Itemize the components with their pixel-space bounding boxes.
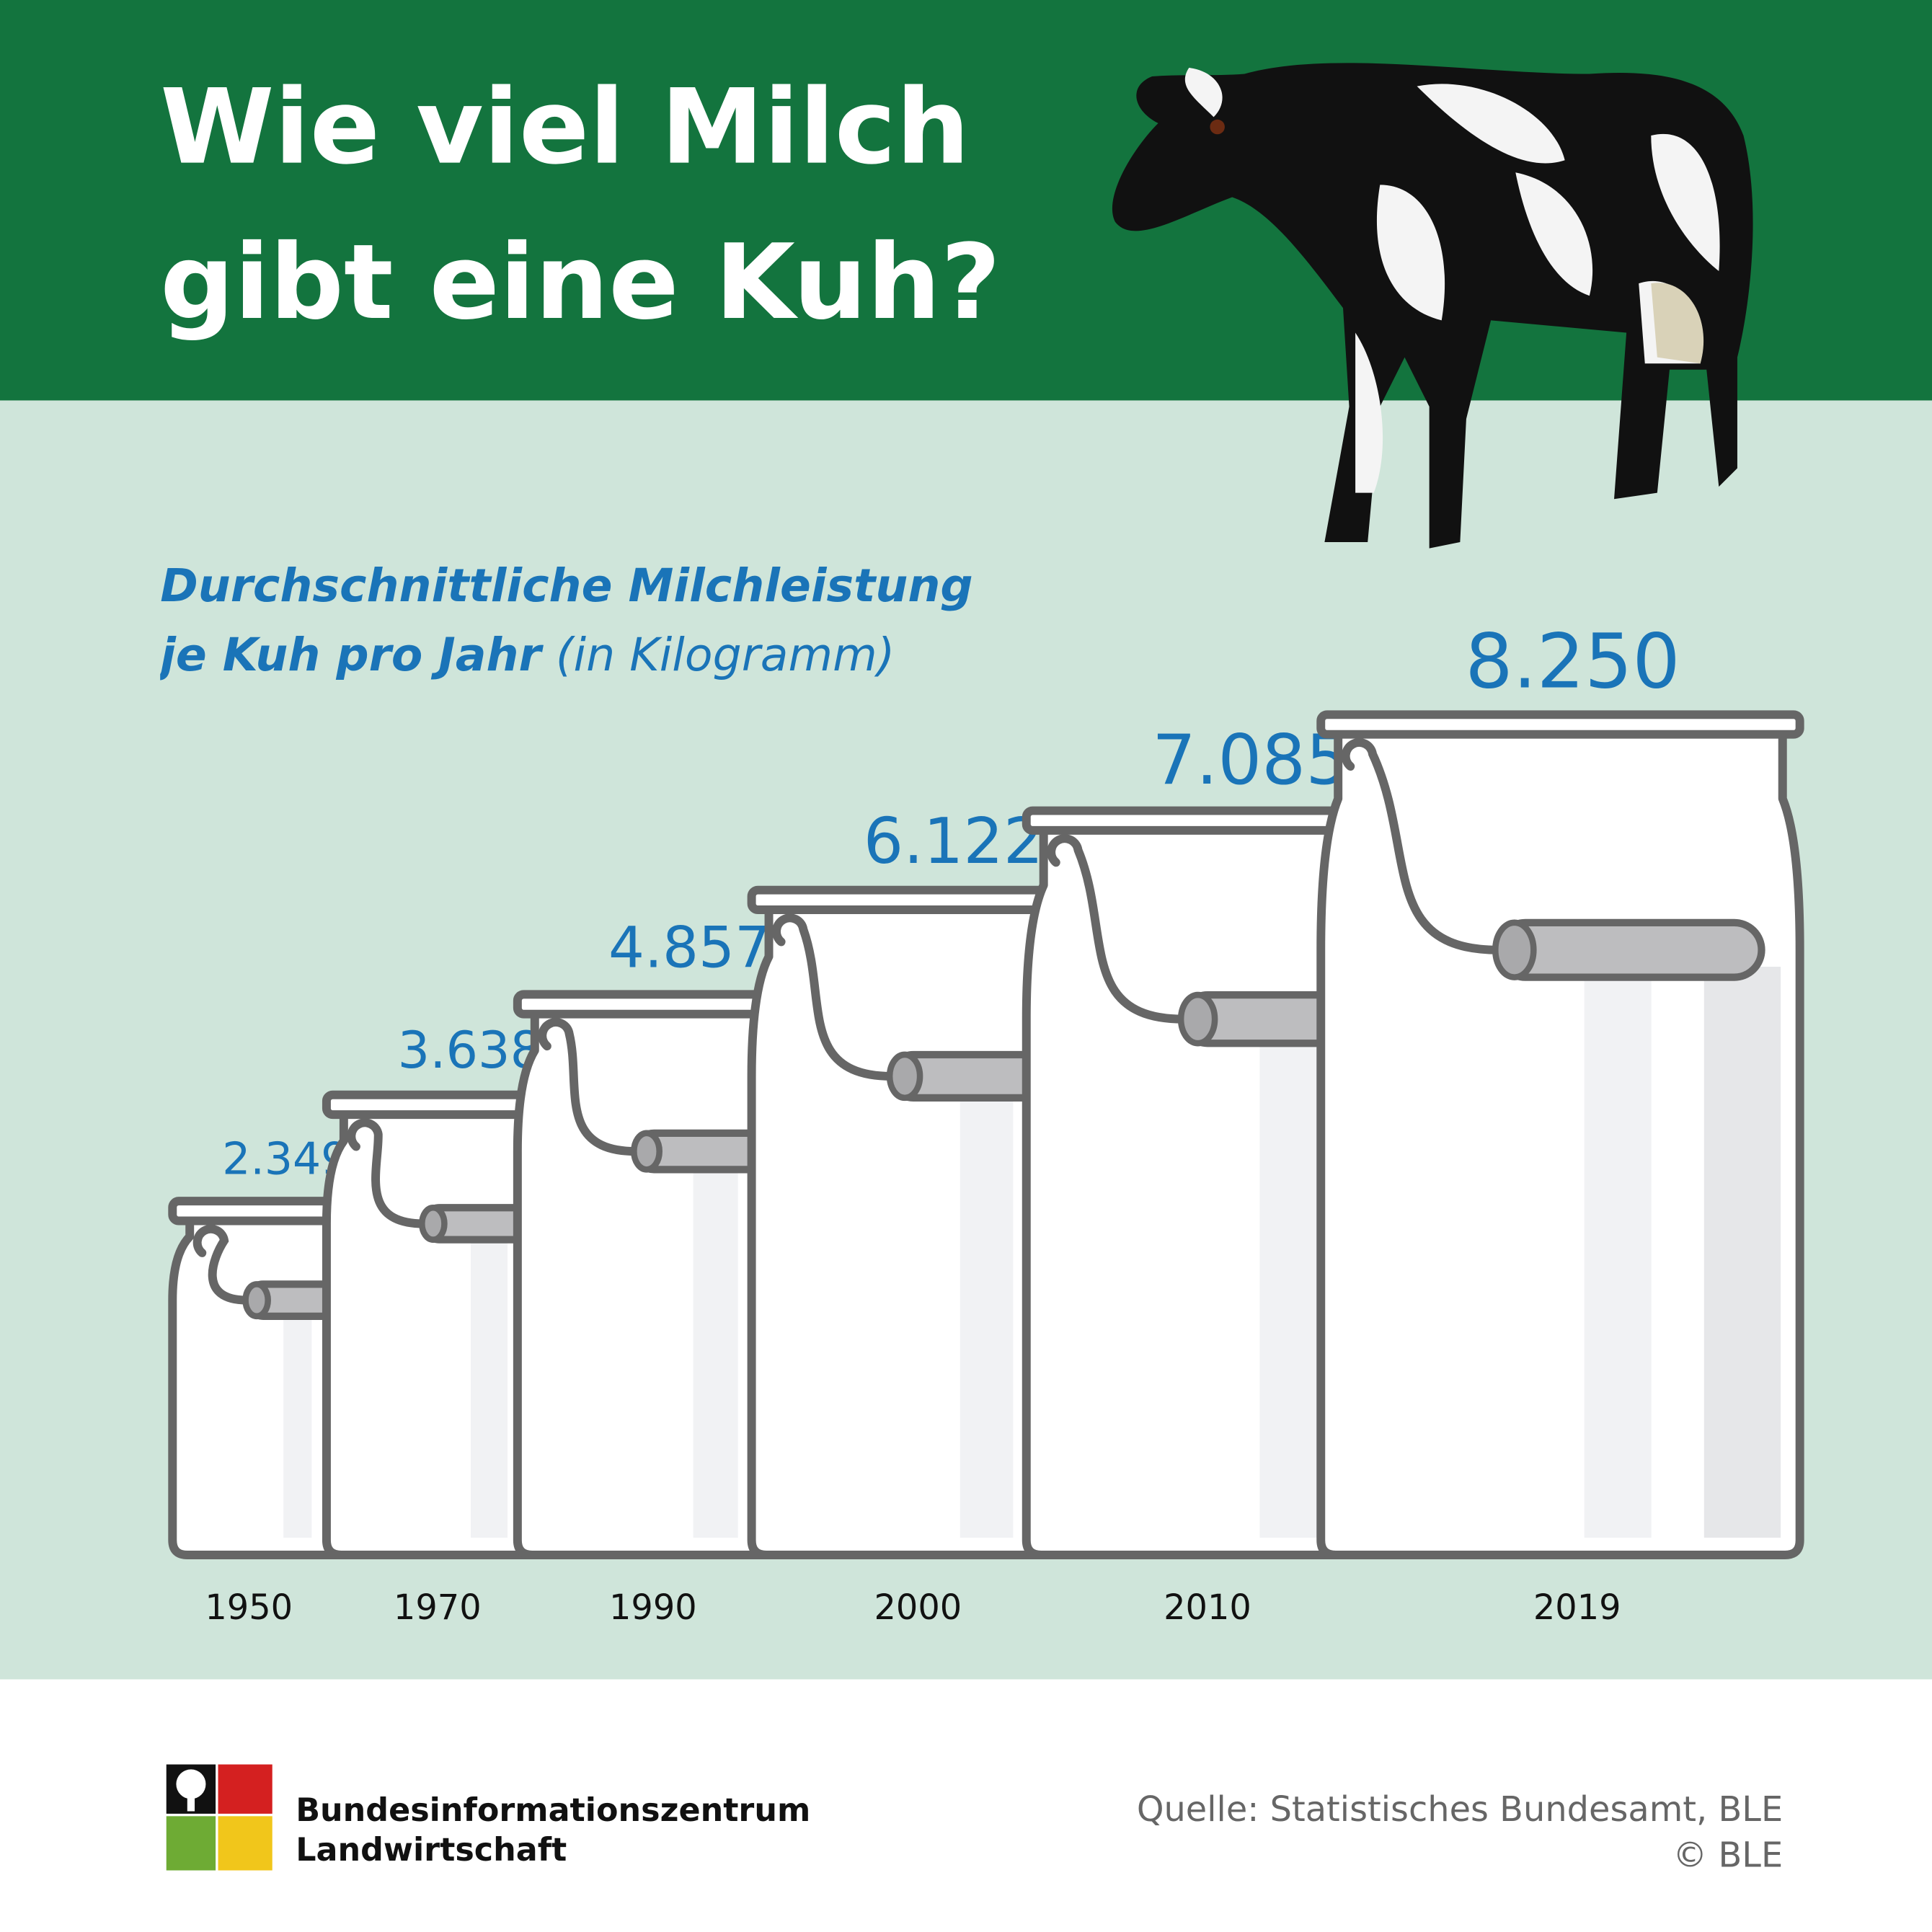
can-handle-end (1177, 991, 1218, 1047)
title-box: Wie viel Milch gibt eine Kuh? (160, 66, 1001, 343)
x-tick-label: 2019 (1533, 1588, 1621, 1628)
logo-text: Bundesinformationszentrum (296, 1792, 810, 1829)
logo-red-square (218, 1764, 272, 1814)
subtitle: Durchschnittliche Milchleistung je Kuh p… (160, 559, 973, 682)
chart-title: Wie viel Milch gibt eine Kuh? (160, 66, 1001, 343)
can-rim (1316, 710, 1804, 739)
can-handle (1341, 738, 1503, 954)
can-shade (283, 1307, 312, 1538)
logo-green-square (166, 1816, 216, 1871)
can-shade (960, 1089, 1014, 1538)
can-handle (538, 1018, 640, 1156)
cow-eye (1210, 119, 1225, 135)
logo: Bundesinformationszentrum Landwirtschaft (166, 1764, 810, 1871)
can-shade (1259, 1034, 1319, 1538)
logo-trunk (187, 1792, 195, 1812)
unit: (in Kilogramm) (555, 628, 895, 682)
x-tick-label: 1990 (609, 1588, 697, 1628)
can-handle-end (242, 1281, 271, 1320)
can-handle-end (886, 1051, 923, 1102)
x-tick-label: 2010 (1164, 1588, 1251, 1628)
logo-tree (176, 1769, 206, 1799)
cow (1112, 63, 1753, 549)
can-handle-end (631, 1130, 663, 1173)
cans: 2.34919503.63819704.85719906.12220007.08… (168, 618, 1804, 1628)
can-shade (471, 1233, 508, 1538)
can-handle (1047, 834, 1188, 1024)
subtitle-box: Durchschnittliche Milchleistung je Kuh p… (160, 552, 1022, 690)
can-shade (1703, 967, 1781, 1538)
can-shade (693, 1162, 738, 1538)
can-handle (772, 913, 897, 1081)
can-handle-end (419, 1204, 448, 1243)
can-handle-end (1492, 919, 1537, 980)
source: Quelle: Statistisches Bundesamt, BLE (1137, 1790, 1783, 1830)
can-handle-bar (1494, 918, 1765, 981)
can-shade (1584, 967, 1652, 1538)
value-label: 4.857 (608, 915, 771, 981)
can-handle (347, 1118, 428, 1228)
x-tick-label: 1950 (205, 1588, 293, 1628)
logo-text: Landwirtschaft (296, 1832, 567, 1869)
x-tick-label: 1970 (394, 1588, 482, 1628)
value-label: 7.085 (1152, 719, 1350, 800)
value-label: 6.122 (864, 805, 1044, 878)
cow-udder (1651, 283, 1704, 364)
footer-band (0, 1679, 1932, 1932)
can-handle (192, 1224, 252, 1305)
logo-yellow-square (218, 1816, 272, 1871)
copyright: © BLE (1672, 1835, 1783, 1875)
value-label: 8.250 (1465, 618, 1680, 706)
subtitle-wrap: Durchschnittliche Milchleistung je Kuh p… (160, 552, 1022, 690)
value-label: 3.638 (398, 1021, 543, 1080)
x-tick-label: 2000 (874, 1588, 962, 1628)
